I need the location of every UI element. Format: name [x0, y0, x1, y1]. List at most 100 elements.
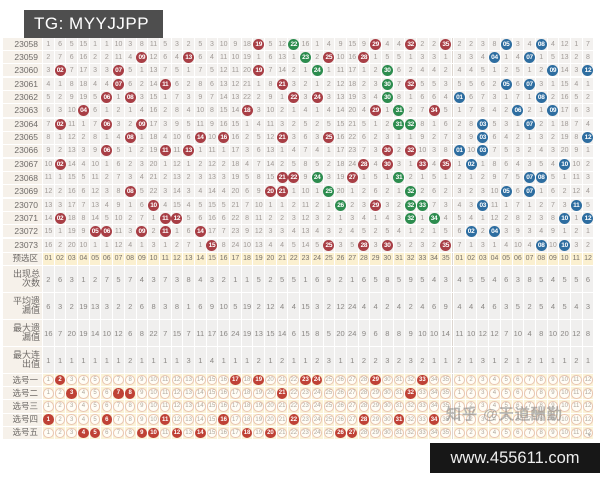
pick-ball[interactable]: 28 — [358, 388, 370, 399]
pick-ball[interactable]: 14 — [195, 427, 206, 439]
pick-ball[interactable]: 1 — [454, 374, 465, 386]
pick-ball[interactable]: 9 — [547, 374, 559, 386]
pick-ball[interactable]: 1 — [43, 414, 54, 425]
pick-ball[interactable]: 3 — [66, 401, 77, 412]
pick-ball[interactable]: 29 — [370, 401, 381, 412]
pick-ball[interactable]: 12 — [582, 414, 594, 425]
pick-ball[interactable]: 10 — [559, 414, 570, 425]
pick-ball[interactable]: 7 — [524, 401, 535, 412]
pick-ball[interactable]: 19 — [253, 414, 264, 425]
pick-ball[interactable]: 1 — [454, 388, 465, 399]
pick-ball[interactable]: 11 — [571, 401, 582, 412]
pick-ball[interactable]: 9 — [547, 401, 559, 412]
pick-ball[interactable]: 3 — [477, 401, 489, 412]
pick-ball[interactable]: 24 — [311, 427, 323, 439]
pick-ball[interactable]: 2 — [465, 427, 477, 439]
pick-ball[interactable]: 11 — [571, 388, 582, 399]
pick-ball[interactable]: 8 — [535, 388, 547, 399]
pick-ball[interactable]: 29 — [370, 388, 381, 399]
pick-ball[interactable]: 25 — [323, 427, 335, 439]
pick-ball[interactable]: 34 — [428, 388, 440, 399]
pick-ball[interactable]: 17 — [230, 374, 241, 386]
pick-ball[interactable]: 21 — [276, 388, 288, 399]
pick-ball[interactable]: 8 — [124, 374, 136, 386]
pick-ball[interactable]: 29 — [370, 414, 381, 425]
pick-ball[interactable]: 31 — [393, 427, 405, 439]
pick-ball[interactable]: 10 — [148, 388, 159, 399]
pick-ball[interactable]: 35 — [440, 427, 451, 439]
pick-ball[interactable]: 4 — [489, 388, 500, 399]
pick-ball[interactable]: 20 — [265, 414, 276, 425]
pick-ball[interactable]: 14 — [195, 401, 206, 412]
pick-ball[interactable]: 12 — [171, 427, 183, 439]
pick-ball[interactable]: 23 — [300, 414, 311, 425]
pick-ball[interactable]: 1 — [454, 414, 465, 425]
pick-ball[interactable]: 9 — [547, 414, 559, 425]
pick-ball[interactable]: 32 — [405, 414, 416, 425]
pick-ball[interactable]: 2 — [465, 388, 477, 399]
pick-ball[interactable]: 24 — [311, 388, 323, 399]
pick-ball[interactable]: 24 — [311, 414, 323, 425]
pick-ball[interactable]: 27 — [346, 401, 358, 412]
pick-ball[interactable]: 2 — [54, 427, 66, 439]
pick-ball[interactable]: 11 — [159, 401, 171, 412]
pick-ball[interactable]: 8 — [124, 401, 136, 412]
pick-ball[interactable]: 16 — [218, 374, 229, 386]
pick-ball[interactable]: 17 — [230, 427, 241, 439]
pick-ball[interactable]: 5 — [500, 388, 512, 399]
pick-ball[interactable]: 11 — [571, 414, 582, 425]
pick-ball[interactable]: 11 — [159, 414, 171, 425]
pick-ball[interactable]: 20 — [265, 401, 276, 412]
pick-ball[interactable]: 3 — [477, 388, 489, 399]
pick-ball[interactable]: 28 — [358, 414, 370, 425]
pick-ball[interactable]: 4 — [78, 414, 89, 425]
pick-ball[interactable]: 22 — [288, 374, 300, 386]
pick-ball[interactable]: 15 — [206, 374, 218, 386]
pick-ball[interactable]: 33 — [417, 427, 428, 439]
pick-ball[interactable]: 10 — [559, 374, 570, 386]
pick-ball[interactable]: 6 — [101, 388, 113, 399]
pick-ball[interactable]: 22 — [288, 388, 300, 399]
pick-ball[interactable]: 19 — [253, 427, 264, 439]
pick-ball[interactable]: 30 — [382, 401, 393, 412]
pick-ball[interactable]: 28 — [358, 374, 370, 386]
pick-ball[interactable]: 34 — [428, 401, 440, 412]
pick-ball[interactable]: 10 — [148, 427, 159, 439]
pick-ball[interactable]: 8 — [535, 374, 547, 386]
pick-ball[interactable]: 34 — [428, 374, 440, 386]
pick-ball[interactable]: 1 — [454, 427, 465, 439]
pick-ball[interactable]: 15 — [206, 388, 218, 399]
pick-ball[interactable]: 31 — [393, 374, 405, 386]
pick-ball[interactable]: 4 — [489, 401, 500, 412]
pick-ball[interactable]: 3 — [477, 427, 489, 439]
pick-ball[interactable]: 7 — [113, 374, 124, 386]
pick-ball[interactable]: 8 — [535, 414, 547, 425]
pick-ball[interactable]: 18 — [241, 401, 253, 412]
pick-ball[interactable]: 13 — [183, 388, 194, 399]
pick-ball[interactable]: 2 — [465, 401, 477, 412]
pick-ball[interactable]: 5 — [500, 374, 512, 386]
pick-ball[interactable]: 16 — [218, 427, 229, 439]
pick-ball[interactable]: 3 — [66, 388, 77, 399]
pick-ball[interactable]: 32 — [405, 401, 416, 412]
pick-ball[interactable]: 4 — [489, 374, 500, 386]
pick-ball[interactable]: 28 — [358, 427, 370, 439]
pick-ball[interactable]: 16 — [218, 414, 229, 425]
pick-ball[interactable]: 6 — [101, 374, 113, 386]
pick-ball[interactable]: 30 — [382, 427, 393, 439]
pick-ball[interactable]: 12 — [171, 388, 183, 399]
pick-ball[interactable]: 26 — [335, 427, 346, 439]
pick-ball[interactable]: 30 — [382, 414, 393, 425]
pick-ball[interactable]: 20 — [265, 427, 276, 439]
pick-ball[interactable]: 9 — [136, 414, 148, 425]
pick-ball[interactable]: 35 — [440, 374, 451, 386]
pick-ball[interactable]: 34 — [428, 427, 440, 439]
pick-ball[interactable]: 8 — [535, 401, 547, 412]
pick-ball[interactable]: 10 — [148, 414, 159, 425]
pick-ball[interactable]: 31 — [393, 414, 405, 425]
pick-ball[interactable]: 22 — [288, 401, 300, 412]
pick-ball[interactable]: 33 — [417, 374, 428, 386]
pick-ball[interactable]: 18 — [241, 414, 253, 425]
pick-ball[interactable]: 6 — [512, 388, 524, 399]
pick-ball[interactable]: 32 — [405, 374, 416, 386]
